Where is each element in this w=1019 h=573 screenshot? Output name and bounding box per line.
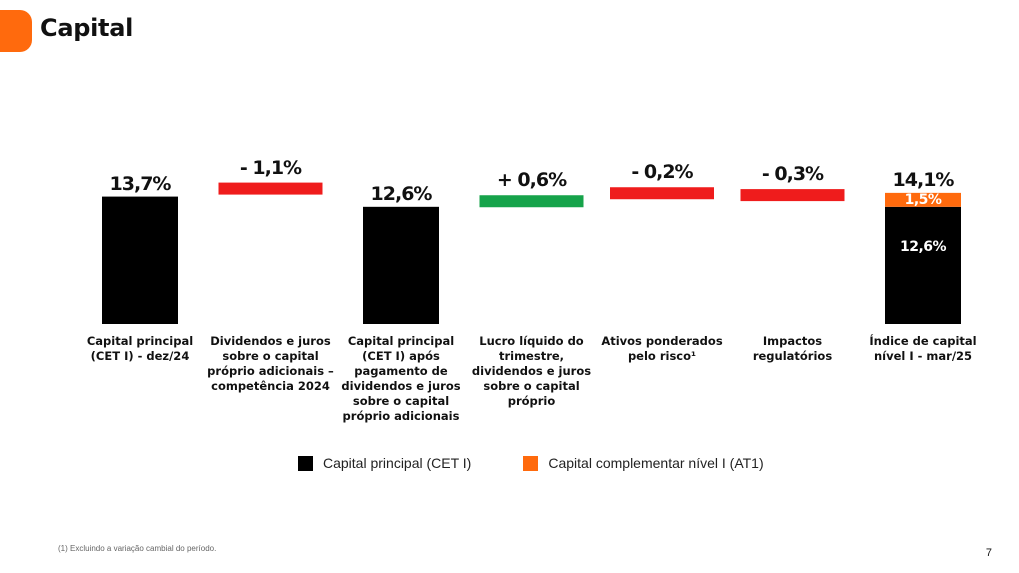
value-label-4: - 0,2% [631, 161, 693, 184]
value-label-1: - 1,1% [239, 156, 302, 179]
delta-bar-impactos-regulatorios [740, 189, 845, 202]
bar-segment-capital-complementar-nivel-i-at1 [885, 192, 961, 207]
delta-bar-lucro-liquido-do-trimestre-dividendos-e- [479, 195, 584, 208]
accent-tab [0, 10, 32, 52]
category-label-3: Lucro líquido do trimestre, dividendos e… [471, 334, 592, 408]
legend-item-cet1: Capital principal (CET I) [298, 455, 471, 471]
legend-label-cet1: Capital principal (CET I) [323, 455, 472, 471]
segment-label-capital-principal-cet-i: 12,6% [899, 239, 947, 256]
value-label-2: 12,6% [370, 182, 433, 205]
bar-segment-capital-principal-cet-i [885, 206, 961, 324]
value-label-3: + 0,6% [496, 169, 567, 192]
delta-bar-dividendos-e-juros-sobre-o-capital-propr [218, 182, 323, 195]
value-label-5: - 0,3% [761, 163, 824, 186]
page-title: Capital [40, 14, 134, 42]
page-number: 7 [985, 547, 992, 559]
category-label-0: Capital principal (CET I) - dez/24 [86, 334, 194, 363]
bar-capital-principal-cet-i-dez-24 [102, 196, 178, 324]
category-label-4: Ativos ponderados pelo risco¹ [601, 334, 723, 363]
legend: Capital principal (CET I) Capital comple… [298, 455, 816, 471]
legend-item-at1: Capital complementar nível I (AT1) [523, 455, 764, 471]
delta-bar-ativos-ponderados-pelo-risco [610, 187, 714, 200]
legend-swatch-cet1 [298, 455, 313, 471]
legend-label-at1: Capital complementar nível I (AT1) [548, 455, 764, 471]
legend-swatch-at1 [523, 455, 539, 471]
category-label-2: Capital principal (CET I) após pagamento… [341, 334, 461, 423]
category-label-5: Impactos regulatórios [752, 334, 833, 363]
segment-label-capital-complementar-nivel-i-at1: 1,5% [904, 191, 942, 208]
footnote: (1) Excluindo a variação cambial do perí… [58, 544, 217, 553]
category-label-1: Dividendos e juros sobre o capital própr… [207, 334, 334, 393]
category-label-6: Índice de capital nível I - mar/25 [869, 334, 977, 363]
value-label-0: 13,7% [109, 172, 172, 195]
bar-capital-principal-cet-i-apos-pagamento-d [363, 206, 439, 324]
value-label-6: 14,1% [892, 168, 955, 191]
